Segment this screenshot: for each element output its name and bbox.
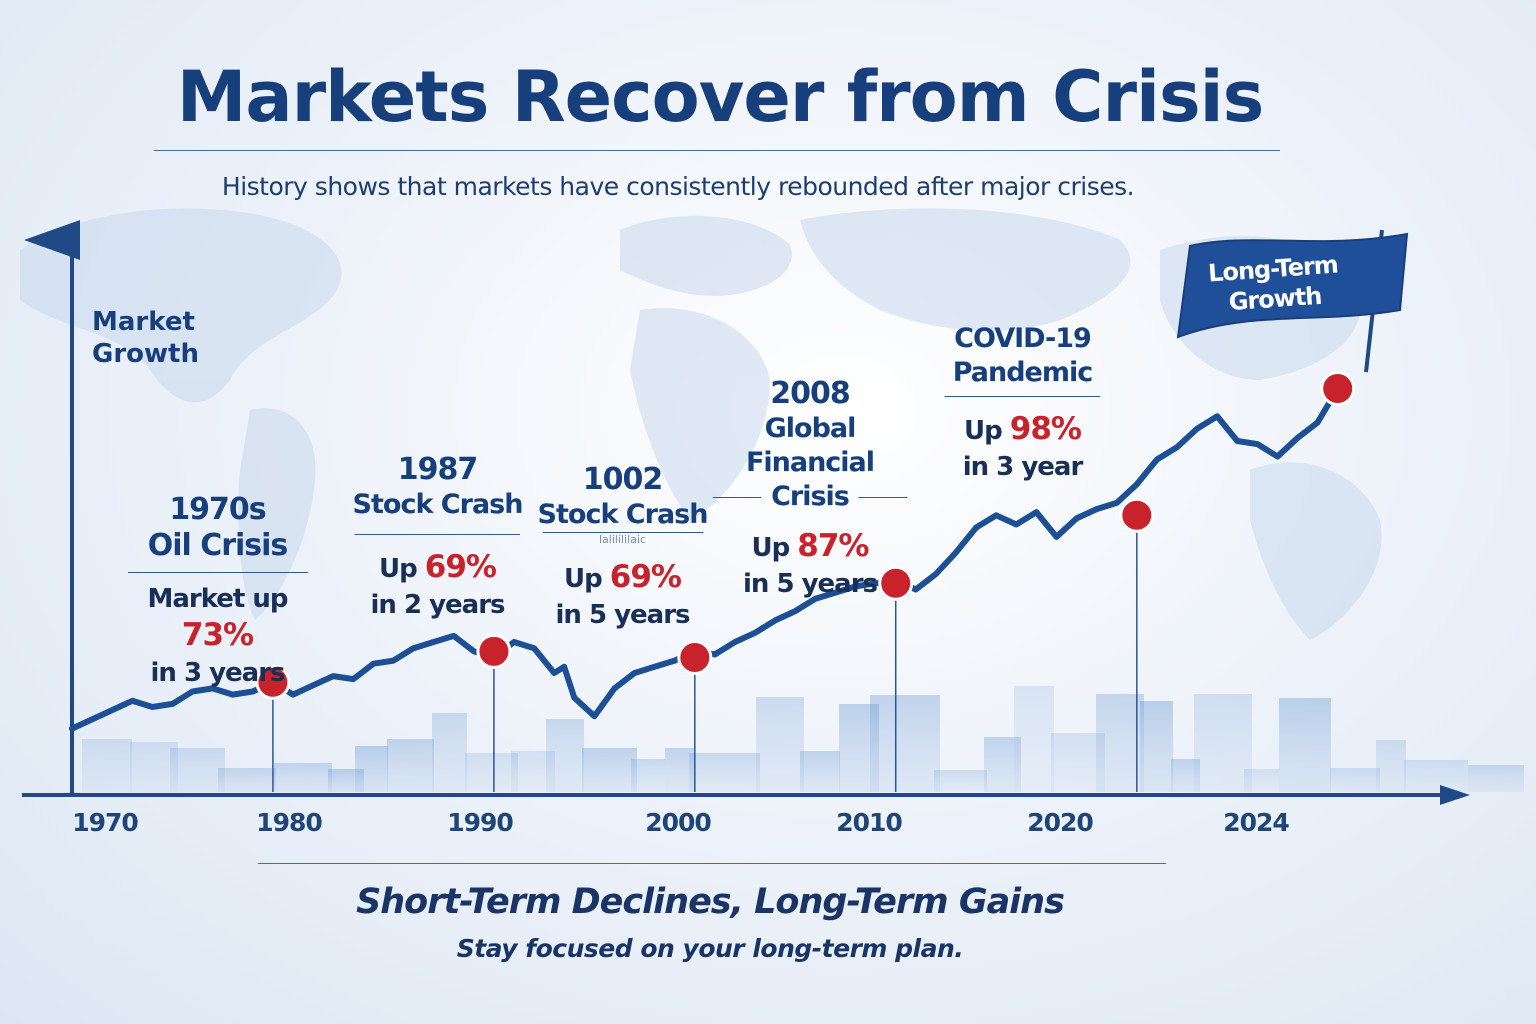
skyline-building	[1376, 740, 1406, 792]
page-title: Markets Recover from Crisis	[176, 56, 1265, 138]
annotation-1987-crash: 1987 Stock Crash Up 69% in 2 years	[345, 452, 530, 623]
annotation-title: COVID-19	[954, 323, 1092, 354]
x-tick-label: 2010	[836, 808, 903, 837]
skyline-building	[1194, 694, 1252, 792]
long-term-growth-flag	[1176, 229, 1409, 373]
annotation-subtitle: Pandemic	[952, 357, 1094, 388]
annotation-divider	[945, 396, 1100, 397]
crisis-marker-point	[476, 633, 512, 669]
annotation-period: in 3 year	[962, 452, 1084, 482]
skyline-building	[387, 739, 434, 792]
annotation-divider	[355, 534, 520, 535]
skyline-building	[934, 770, 987, 792]
y-axis-label: Market Growth	[92, 307, 199, 369]
footer-divider	[258, 863, 1166, 864]
annotation-oil-crisis: 1970s Oil Crisis Market up 73% in 3 year…	[110, 492, 325, 691]
skyline-building	[1330, 768, 1380, 792]
annotation-1002-crash: 1002 Stock Crash lalilililaic Up 69% in …	[530, 462, 715, 633]
annotation-subtitle: Global Financial	[745, 413, 875, 478]
annotation-title: 2008	[770, 376, 851, 411]
skyline-building	[218, 768, 276, 792]
annotation-subtitle: Oil Crisis	[147, 528, 289, 563]
crisis-marker-point	[1119, 497, 1155, 533]
skyline-building	[170, 748, 225, 792]
marker-droplines	[272, 531, 1138, 792]
annotation-title: 1002	[582, 462, 664, 497]
crisis-marker-point	[677, 639, 713, 675]
annotation-gain: Market up 73%	[147, 584, 288, 653]
skyline-building	[689, 753, 760, 792]
crisis-marker-point	[1320, 370, 1356, 406]
skyline-building	[546, 719, 584, 792]
flag-banner	[1176, 232, 1409, 339]
world-map-background	[20, 208, 1382, 640]
x-tick-label: 1970	[72, 808, 139, 837]
annotation-gain: Up 69%	[379, 549, 497, 585]
skyline-building	[465, 753, 518, 792]
annotation-title: 1987	[397, 452, 479, 487]
crisis-markers	[255, 370, 1356, 700]
x-tick-label: 2000	[645, 808, 712, 837]
footer-headline: Short-Term Declines, Long-Term Gains	[356, 882, 1065, 922]
annotation-subtitle-2: Crisis	[705, 480, 915, 514]
annotation-subtitle: Stock Crash	[352, 489, 524, 520]
annotation-period: in 5 years	[555, 600, 690, 630]
skyline-building	[355, 746, 388, 792]
skyline-building	[631, 759, 665, 792]
x-axis-arrowhead	[1440, 785, 1470, 805]
annotation-subtitle: Stock Crash	[537, 499, 709, 530]
skyline-building	[1279, 698, 1331, 792]
skyline-building	[1468, 765, 1524, 792]
annotation-covid-pandemic: COVID-19 Pandemic Up 98% in 3 year	[930, 322, 1115, 485]
annotation-period: in 2 years	[370, 590, 505, 620]
annotation-divider	[127, 572, 308, 573]
x-tick-label: 1990	[447, 808, 514, 837]
footer-tagline: Stay focused on your long-term plan.	[456, 934, 964, 963]
flag-label: Long-Term Growth	[1207, 250, 1339, 317]
x-tick-label: 1980	[256, 808, 323, 837]
annotation-2008-financial-crisis: 2008 Global Financial Crisis Up 87% in 5…	[705, 376, 915, 602]
skyline-building	[800, 751, 840, 792]
crisis-marker-point	[255, 664, 291, 700]
annotation-note: lalilililaic	[542, 532, 703, 547]
city-skyline-background	[82, 686, 1524, 792]
skyline-building	[582, 748, 637, 792]
crisis-marker-point	[878, 565, 914, 601]
annotation-gain: Up 87%	[751, 528, 870, 564]
title-divider	[154, 150, 1280, 151]
annotation-gain: Up 98%	[964, 411, 1082, 447]
skyline-building	[82, 739, 132, 792]
skyline-building	[274, 763, 332, 792]
x-tick-label: 2020	[1027, 808, 1094, 837]
skyline-building	[1244, 769, 1279, 792]
skyline-building	[1140, 701, 1173, 792]
annotation-title: 1970s	[169, 492, 266, 527]
annotation-gain: Up 69%	[564, 559, 682, 595]
skyline-building	[432, 713, 467, 792]
skyline-building	[1096, 694, 1144, 792]
annotation-period: in 3 years	[150, 658, 285, 688]
skyline-building	[870, 695, 940, 792]
annotation-divider-right	[858, 496, 907, 498]
skyline-building	[756, 697, 804, 792]
series-line-market-growth	[69, 385, 1341, 732]
x-tick-label: 2024	[1223, 808, 1290, 837]
skyline-building	[1404, 760, 1468, 792]
annotation-period: in 5 years	[742, 569, 878, 599]
annotation-divider-left	[713, 496, 762, 498]
skyline-building	[1014, 686, 1054, 792]
page-subtitle: History shows that markets have consiste…	[221, 172, 1135, 201]
